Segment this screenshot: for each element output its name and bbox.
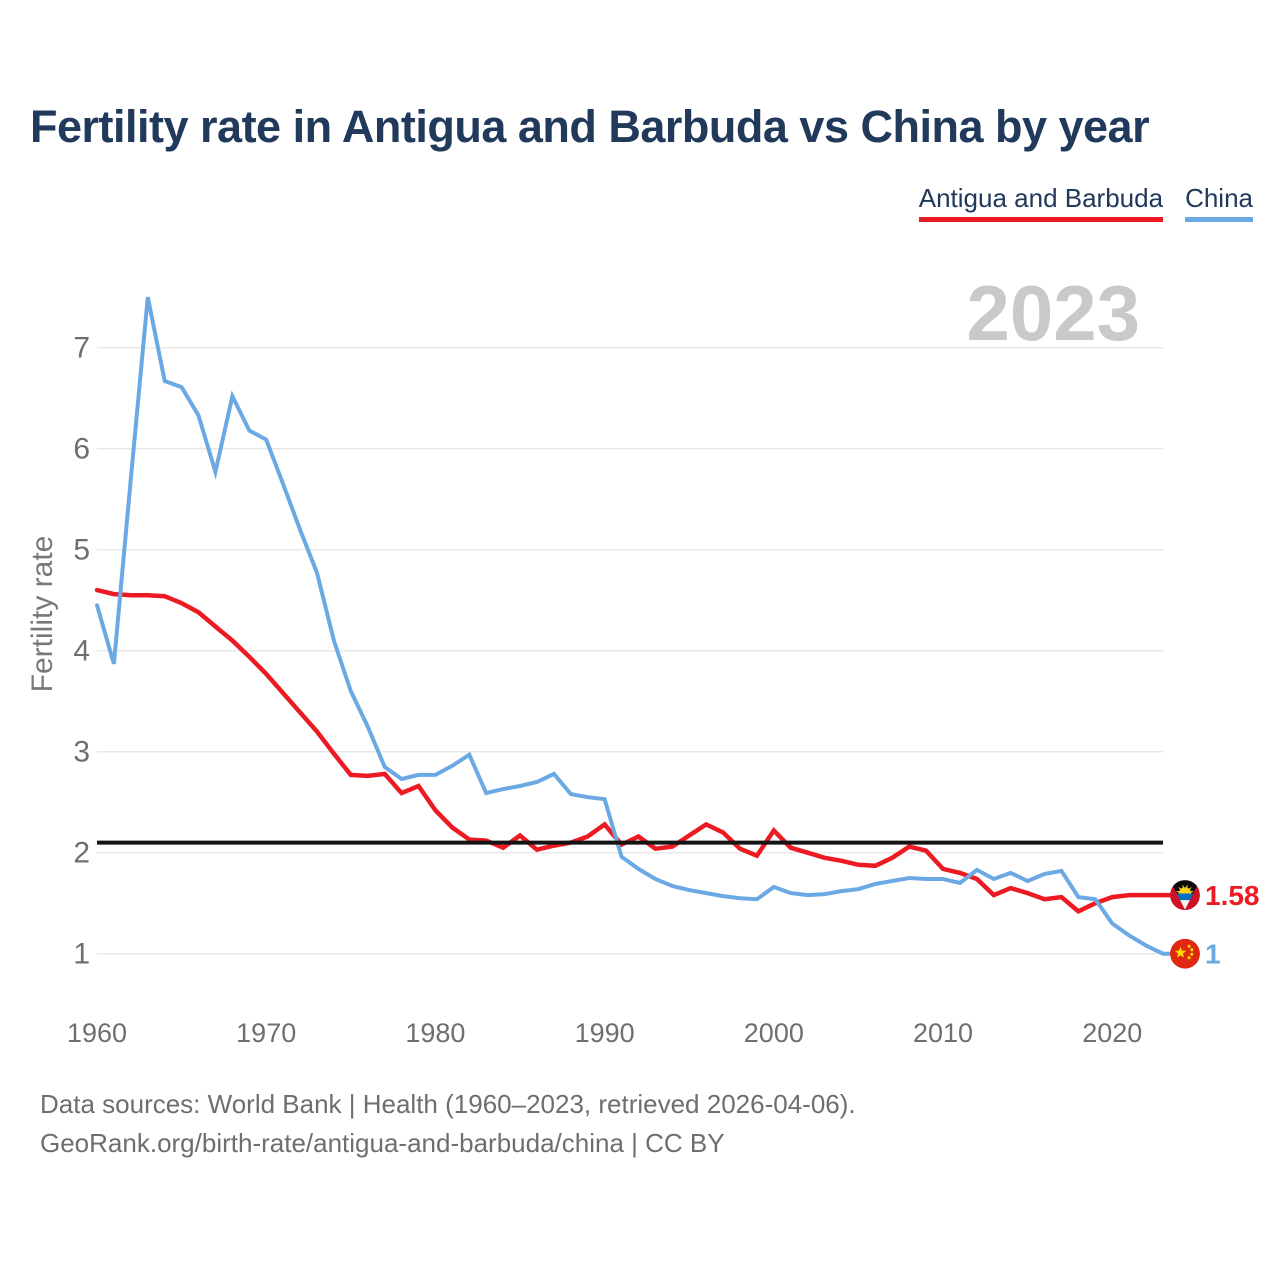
y-tick-label: 6 <box>73 433 90 466</box>
y-tick-label: 4 <box>73 635 90 668</box>
antigua-and-barbuda-flag-marker <box>1170 880 1200 911</box>
footer-attribution-link: GeoRank.org/birth-rate/antigua-and-barbu… <box>40 1128 725 1158</box>
watermark-year: 2023 <box>966 269 1140 357</box>
x-tick-label: 2000 <box>744 1018 804 1048</box>
x-tick-label: 1970 <box>236 1018 296 1048</box>
china-flag-marker <box>1170 938 1200 969</box>
x-tick-label: 2010 <box>913 1018 973 1048</box>
y-axis-title: Fertility rate <box>26 536 59 693</box>
chart-footer: Data sources: World Bank | Health (1960–… <box>40 1085 856 1163</box>
china-end-value-label: 1 <box>1205 939 1221 970</box>
antigua-and-barbuda-end-value-label: 1.58 <box>1205 880 1260 911</box>
legend-item-antigua-and-barbuda[interactable]: Antigua and Barbuda <box>918 183 1164 222</box>
china-series-line <box>95 296 1174 956</box>
y-tick-label: 5 <box>73 534 90 567</box>
legend: Antigua and Barbuda China <box>918 183 1253 222</box>
y-tick-label: 1 <box>73 938 90 971</box>
legend-item-china[interactable]: China <box>1185 183 1253 222</box>
y-tick-label: 7 <box>73 332 90 365</box>
antigua-and-barbuda-series-line <box>94 587 1175 914</box>
x-tick-label: 1990 <box>575 1018 635 1048</box>
y-tick-label: 2 <box>73 837 90 870</box>
page-title: Fertility rate in Antigua and Barbuda vs… <box>30 101 1150 152</box>
x-tick-label: 1980 <box>405 1018 465 1048</box>
footer-data-sources: Data sources: World Bank | Health (1960–… <box>40 1089 856 1119</box>
x-tick-label: 1960 <box>67 1018 127 1048</box>
y-tick-label: 3 <box>73 736 90 769</box>
x-tick-label: 2020 <box>1082 1018 1142 1048</box>
